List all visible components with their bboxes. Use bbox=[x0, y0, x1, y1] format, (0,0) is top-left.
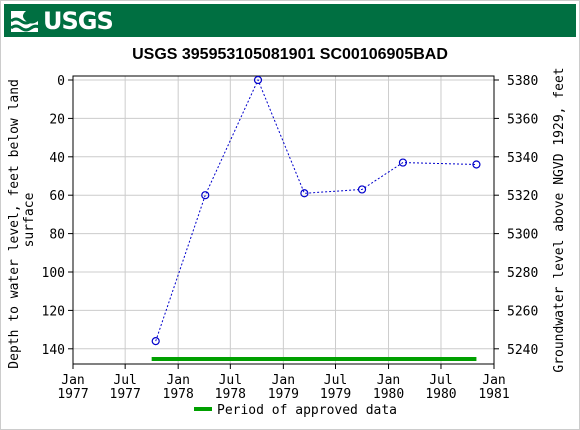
left-tick-label: 140 bbox=[42, 343, 65, 358]
y-axis-label-left-line2: surface bbox=[22, 192, 37, 247]
series-polyline bbox=[155, 78, 477, 342]
data-point bbox=[201, 191, 210, 200]
right-tick-label: 5240 bbox=[507, 343, 538, 358]
x-tick-label: 1980 bbox=[373, 387, 404, 402]
x-tick-label: Jan bbox=[272, 373, 295, 388]
data-point bbox=[398, 158, 408, 167]
right-tick-label: 5320 bbox=[507, 189, 538, 204]
usgs-logo-text: USGS bbox=[43, 6, 114, 35]
right-tick-label: 5340 bbox=[507, 151, 538, 166]
x-tick-label: 1979 bbox=[320, 387, 351, 402]
left-axis: 0 20 40 60 80 100 120 140 bbox=[42, 74, 73, 358]
x-tick-label: Jul bbox=[113, 373, 136, 388]
usgs-header: USGS bbox=[4, 4, 576, 37]
x-tick-label: Jan bbox=[166, 373, 189, 388]
x-tick-label: 1980 bbox=[425, 387, 456, 402]
left-tick-label: 0 bbox=[57, 74, 65, 89]
right-tick-label: 5260 bbox=[507, 304, 538, 319]
right-tick-label: 5280 bbox=[507, 266, 538, 281]
series-line bbox=[155, 78, 477, 342]
usgs-logo[interactable]: USGS bbox=[10, 6, 114, 35]
legend-label: Period of approved data bbox=[217, 403, 397, 418]
data-point bbox=[253, 75, 263, 85]
x-tick-label: Jul bbox=[429, 373, 452, 388]
x-tick-label: 1977 bbox=[110, 387, 141, 402]
usgs-wave-icon bbox=[10, 10, 40, 32]
left-tick-label: 60 bbox=[49, 189, 65, 204]
x-tick-label: 1981 bbox=[478, 387, 509, 402]
x-tick-label: Jan bbox=[61, 373, 84, 388]
x-tick-label: 1979 bbox=[268, 387, 299, 402]
y-axis-label-left-line1: Depth to water level, feet below land bbox=[7, 79, 22, 369]
left-tick-label: 100 bbox=[42, 266, 65, 281]
x-tick-label: Jan bbox=[482, 373, 505, 388]
left-tick-label: 120 bbox=[42, 304, 65, 319]
data-point bbox=[300, 189, 309, 198]
y-axis-label-right: Groundwater level above NGVD 1929, feet bbox=[552, 67, 567, 372]
x-tick-label: Jan bbox=[377, 373, 400, 388]
legend: Period of approved data bbox=[194, 403, 397, 418]
y-axis-label-left: Depth to water level, feet below land su… bbox=[7, 71, 37, 368]
x-tick-label: Jul bbox=[219, 373, 242, 388]
left-tick-label: 80 bbox=[49, 228, 65, 243]
chart-title: USGS 395953105081901 SC00106905BAD bbox=[132, 46, 448, 63]
data-point bbox=[472, 160, 481, 169]
right-axis: 5240 5260 5280 5300 5320 5340 5360 5380 bbox=[494, 74, 538, 358]
data-point bbox=[357, 185, 367, 194]
right-tick-label: 5380 bbox=[507, 74, 538, 89]
right-tick-label: 5300 bbox=[507, 228, 538, 243]
x-tick-label: 1978 bbox=[163, 387, 194, 402]
x-axis: Jan1977Jul1977Jan1978Jul1978Jan1979Jul19… bbox=[57, 364, 510, 402]
data-point bbox=[151, 337, 160, 346]
x-tick-label: 1977 bbox=[57, 387, 88, 402]
left-tick-label: 40 bbox=[49, 151, 65, 166]
right-tick-label: 5360 bbox=[507, 112, 538, 127]
left-tick-label: 20 bbox=[49, 112, 65, 127]
x-tick-label: 1978 bbox=[215, 387, 246, 402]
grid bbox=[72, 76, 495, 364]
x-tick-label: Jul bbox=[324, 373, 347, 388]
series-points bbox=[151, 75, 481, 346]
